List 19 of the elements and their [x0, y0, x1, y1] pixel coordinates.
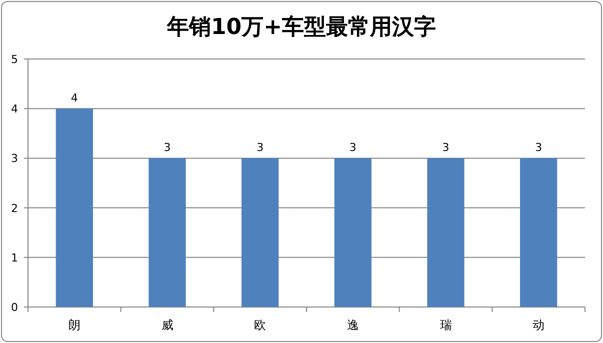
- x-tick-label: 欧: [254, 318, 266, 332]
- x-tick-label: 威: [161, 318, 174, 332]
- data-label: 3: [349, 141, 356, 154]
- y-tick-label: 2: [11, 202, 18, 215]
- x-tick-label: 朗: [68, 318, 80, 332]
- data-label: 3: [442, 141, 450, 154]
- data-label: 4: [70, 92, 78, 105]
- data-label: 3: [535, 141, 542, 154]
- y-tick-label: 0: [11, 301, 18, 314]
- data-label: 3: [256, 141, 264, 154]
- data-label: 3: [164, 141, 171, 154]
- x-tick-label: 瑞: [440, 318, 452, 332]
- x-tick-label: 逸: [346, 318, 359, 332]
- y-tick-label: 4: [11, 102, 18, 116]
- title: 年销10万+车型最常用汉字: [166, 15, 436, 40]
- y-tick-label: 1: [11, 251, 18, 264]
- x-tick-label: 动: [532, 318, 545, 332]
- y-tick-label: 5: [11, 53, 18, 66]
- y-tick-label: 3: [11, 152, 18, 166]
